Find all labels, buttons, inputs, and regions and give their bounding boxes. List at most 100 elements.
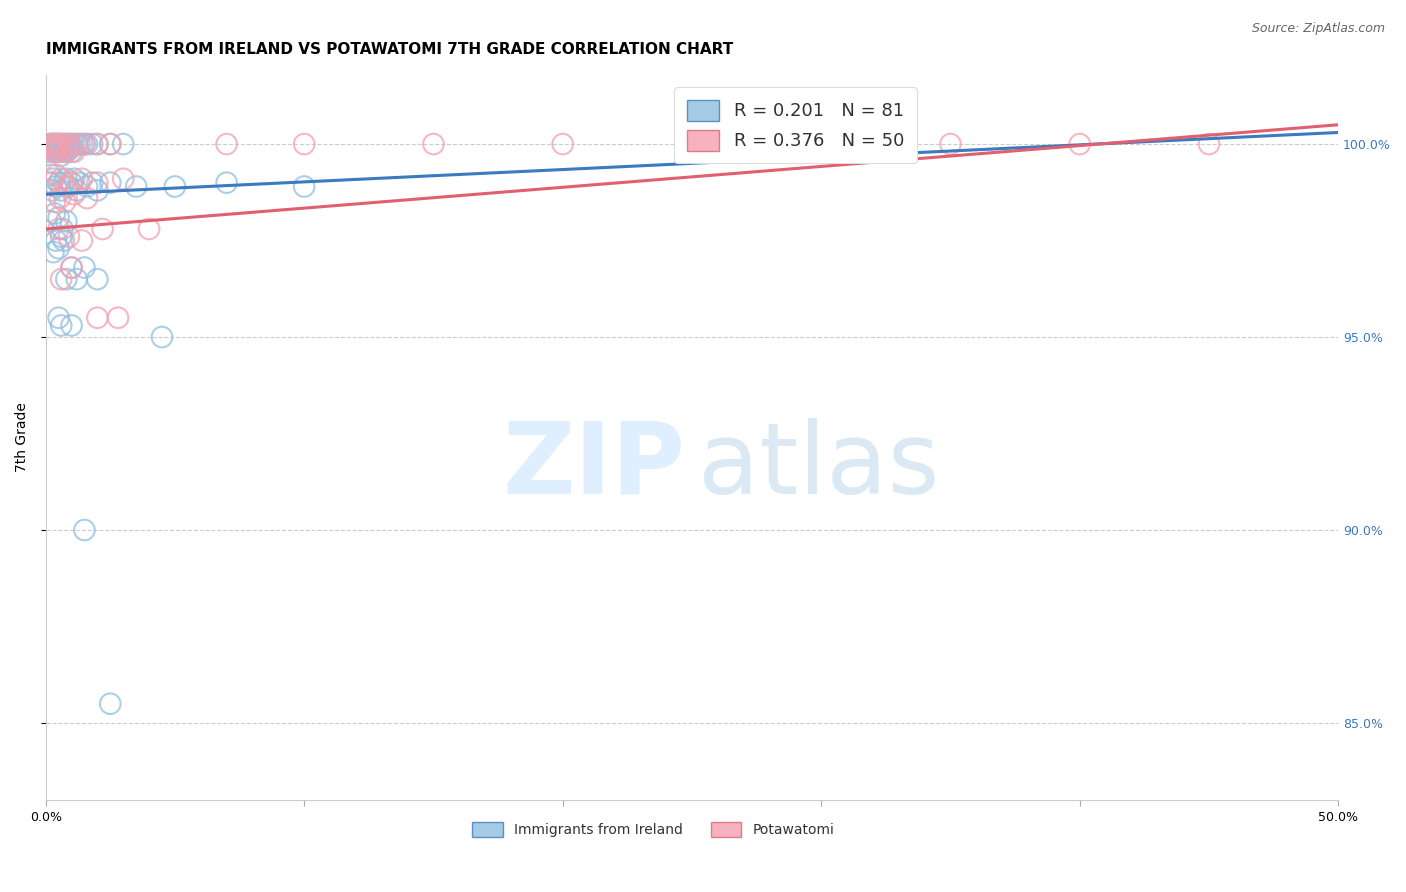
Point (215, 137, 238, 152)
Point (60, 141, 83, 155)
Y-axis label: 7th Grade: 7th Grade (15, 402, 30, 473)
Point (422, 137, 444, 152)
Point (44, 194, 66, 209)
Point (63, 187, 86, 202)
Point (82, 176, 104, 190)
Point (45, 168, 67, 182)
Point (70, 137, 93, 152)
Point (48, 141, 70, 155)
Point (60, 145, 83, 159)
Point (49, 191, 72, 205)
Point (41, 176, 63, 190)
Point (86, 272, 108, 286)
Legend: Immigrants from Ireland, Potawatomi: Immigrants from Ireland, Potawatomi (465, 815, 841, 844)
Text: IMMIGRANTS FROM IRELAND VS POTAWATOMI 7TH GRADE CORRELATION CHART: IMMIGRANTS FROM IRELAND VS POTAWATOMI 7T… (45, 42, 733, 57)
Point (98, 137, 121, 152)
Point (39, 141, 62, 155)
Point (67, 176, 90, 190)
Point (39, 168, 62, 182)
Point (46, 137, 69, 152)
Point (76, 191, 98, 205)
Point (48, 145, 70, 159)
Point (163, 179, 186, 194)
Point (53, 194, 76, 209)
Point (53, 141, 76, 155)
Point (86, 137, 108, 152)
Point (73, 260, 96, 275)
Point (48, 137, 70, 152)
Point (37, 145, 59, 159)
Point (73, 523, 96, 537)
Point (48, 211, 70, 225)
Point (48, 241, 70, 255)
Point (292, 179, 315, 194)
Point (52, 137, 75, 152)
Point (38, 176, 60, 190)
Point (51, 222, 73, 236)
Point (52, 176, 75, 190)
Point (48, 310, 70, 325)
Text: atlas: atlas (699, 418, 941, 515)
Point (51, 272, 73, 286)
Point (58, 179, 80, 194)
Point (41, 137, 63, 152)
Point (52, 145, 75, 159)
Point (42, 137, 65, 152)
Point (150, 330, 173, 344)
Point (38, 141, 60, 155)
Point (58, 141, 80, 155)
Point (44, 206, 66, 220)
Point (51, 137, 73, 152)
Point (551, 137, 574, 152)
Point (70, 171, 93, 186)
Point (292, 137, 315, 152)
Point (86, 176, 108, 190)
Point (45, 141, 67, 155)
Point (42, 245, 65, 260)
Point (681, 137, 703, 152)
Point (44, 145, 66, 159)
Point (41, 183, 63, 197)
Point (49, 137, 72, 152)
Point (86, 183, 108, 197)
Point (63, 145, 86, 159)
Point (107, 310, 129, 325)
Point (46, 137, 69, 152)
Point (63, 171, 86, 186)
Point (39, 214, 62, 228)
Text: Source: ZipAtlas.com: Source: ZipAtlas.com (1251, 22, 1385, 36)
Point (51, 141, 73, 155)
Point (55, 145, 77, 159)
Text: ZIP: ZIP (502, 418, 686, 515)
Point (58, 137, 80, 152)
Point (55, 171, 77, 186)
Point (51, 229, 73, 244)
Point (73, 137, 96, 152)
Point (73, 137, 96, 152)
Point (810, 137, 832, 152)
Point (55, 145, 77, 159)
Point (60, 260, 83, 275)
Point (48, 176, 70, 190)
Point (39, 137, 62, 152)
Point (42, 171, 65, 186)
Point (52, 137, 75, 152)
Point (41, 137, 63, 152)
Point (58, 229, 80, 244)
Point (63, 137, 86, 152)
Point (44, 137, 66, 152)
Point (51, 171, 73, 186)
Point (1198, 137, 1220, 152)
Point (49, 137, 72, 152)
Point (91, 222, 114, 236)
Point (1069, 137, 1091, 152)
Point (60, 176, 83, 190)
Point (42, 141, 65, 155)
Point (112, 137, 135, 152)
Point (59, 137, 82, 152)
Point (49, 145, 72, 159)
Point (60, 176, 83, 190)
Point (51, 318, 73, 333)
Point (45, 234, 67, 248)
Point (138, 222, 160, 236)
